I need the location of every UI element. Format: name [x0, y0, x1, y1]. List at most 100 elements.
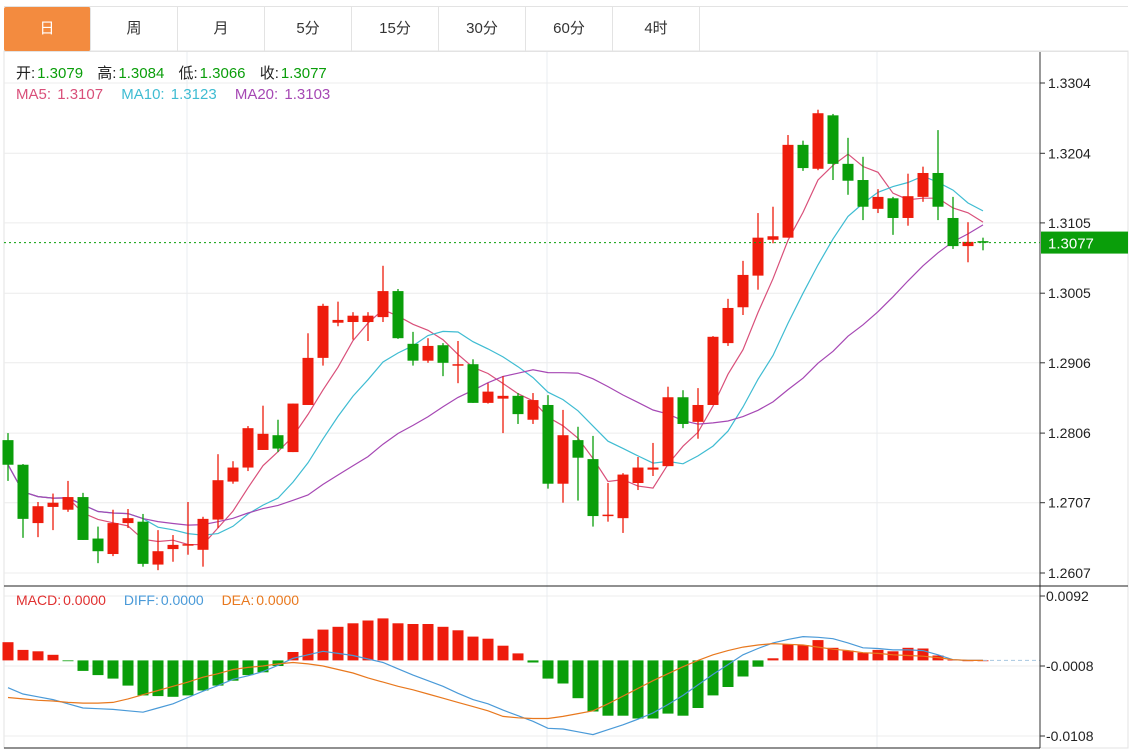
macd-bar: [737, 660, 749, 677]
ma10-value: 1.3123: [170, 86, 217, 103]
candle: [272, 419, 284, 453]
candle: [557, 409, 569, 503]
candle: [902, 173, 914, 226]
price-tick-label: 1.2707: [1048, 495, 1091, 511]
macd-bar: [917, 648, 929, 661]
ma20-label: MA20:: [234, 86, 279, 103]
macd-bar: [482, 638, 494, 661]
candle-body: [737, 274, 749, 308]
candle-body: [947, 217, 959, 247]
macd-bar: [17, 649, 29, 661]
macd-bar: [632, 660, 644, 719]
candle-body: [977, 241, 989, 243]
dea-line: [7, 642, 983, 720]
macd-bar: [92, 660, 104, 676]
candle: [722, 298, 734, 346]
candle-body: [887, 198, 899, 218]
candle-body: [662, 397, 674, 467]
candle-body: [587, 459, 599, 517]
candle-body: [317, 305, 329, 358]
macd-bar: [377, 618, 389, 661]
candle: [872, 189, 884, 214]
candle: [827, 113, 839, 181]
candle: [887, 196, 899, 235]
candle: [317, 303, 329, 366]
period-tabs: 日 周 月 5分 15分 30分 60分 4时: [4, 6, 1128, 52]
candle-body: [362, 315, 374, 323]
candle-body: [602, 514, 614, 517]
macd-bar: [467, 636, 479, 661]
candle-body: [617, 474, 629, 519]
candle: [242, 426, 254, 472]
candle-body: [752, 237, 764, 276]
last-price-badge: [1041, 231, 1128, 254]
candle-body: [497, 395, 509, 399]
tab-day[interactable]: 日: [4, 7, 91, 51]
close-value: 1.3077: [280, 65, 327, 82]
tab-5min[interactable]: 5分: [265, 7, 352, 51]
tab-60min[interactable]: 60分: [526, 7, 613, 51]
price-tick-label: 1.2806: [1048, 425, 1091, 441]
candle-body: [242, 428, 254, 468]
ma-lines: [7, 153, 984, 546]
candle: [227, 461, 239, 484]
candle-body: [167, 544, 179, 550]
grid: [3, 50, 1129, 749]
candle-body: [542, 404, 554, 484]
macd-bar: [392, 623, 404, 661]
candle-body: [722, 307, 734, 344]
candle: [647, 442, 659, 476]
open-label: 开:: [16, 65, 36, 82]
macd-bar: [602, 660, 614, 716]
tab-30min[interactable]: 30分: [439, 7, 526, 51]
ohlc-legend: 开: 1.3079 高: 1.3084 低: 1.3066 收: 1.3077: [16, 62, 329, 83]
candle-body: [422, 345, 434, 361]
candle: [692, 388, 704, 439]
candle: [782, 135, 794, 238]
diff-value: 0.0000: [160, 592, 204, 608]
candle: [257, 405, 269, 450]
candle: [32, 501, 44, 538]
tab-month[interactable]: 月: [178, 7, 265, 51]
macd-legend: MACD: 0.0000 DIFF: 0.0000 DEA: 0.0000: [16, 592, 301, 608]
candle-body: [152, 551, 164, 565]
candle-body: [557, 435, 569, 484]
macd-bar: [782, 644, 794, 661]
candle: [752, 213, 764, 290]
tab-4hour[interactable]: 4时: [613, 7, 700, 51]
candle: [617, 473, 629, 533]
candle-body: [482, 391, 494, 403]
macd-bar: [272, 660, 284, 666]
tab-week[interactable]: 周: [91, 7, 178, 51]
candle-body: [632, 467, 644, 484]
candle: [932, 130, 944, 221]
macd-bar: [797, 645, 809, 661]
macd-bar: [302, 638, 314, 661]
macd-bar: [2, 642, 14, 661]
candle: [857, 156, 869, 221]
candle: [977, 237, 989, 251]
candle: [812, 109, 824, 171]
dea-value: 0.0000: [256, 592, 300, 608]
last-price-label: 1.3077: [1048, 236, 1094, 253]
candle: [92, 526, 104, 564]
candle-body: [962, 241, 974, 247]
macd-bar: [842, 650, 854, 661]
candle: [602, 483, 614, 522]
macd-bar: [437, 626, 449, 661]
candle-body: [917, 172, 929, 197]
high-value: 1.3084: [118, 65, 165, 82]
macd-bar: [662, 660, 674, 714]
macd-bar: [452, 630, 464, 661]
macd-bar: [722, 660, 734, 687]
macd-bar: [587, 660, 599, 712]
macd-bar: [872, 649, 884, 661]
tab-15min[interactable]: 15分: [352, 7, 439, 51]
candle-body: [227, 467, 239, 482]
candle-body: [437, 345, 449, 363]
candle: [452, 341, 464, 384]
macd-bar: [407, 624, 419, 661]
candle-body: [2, 440, 14, 465]
candle: [62, 480, 74, 512]
